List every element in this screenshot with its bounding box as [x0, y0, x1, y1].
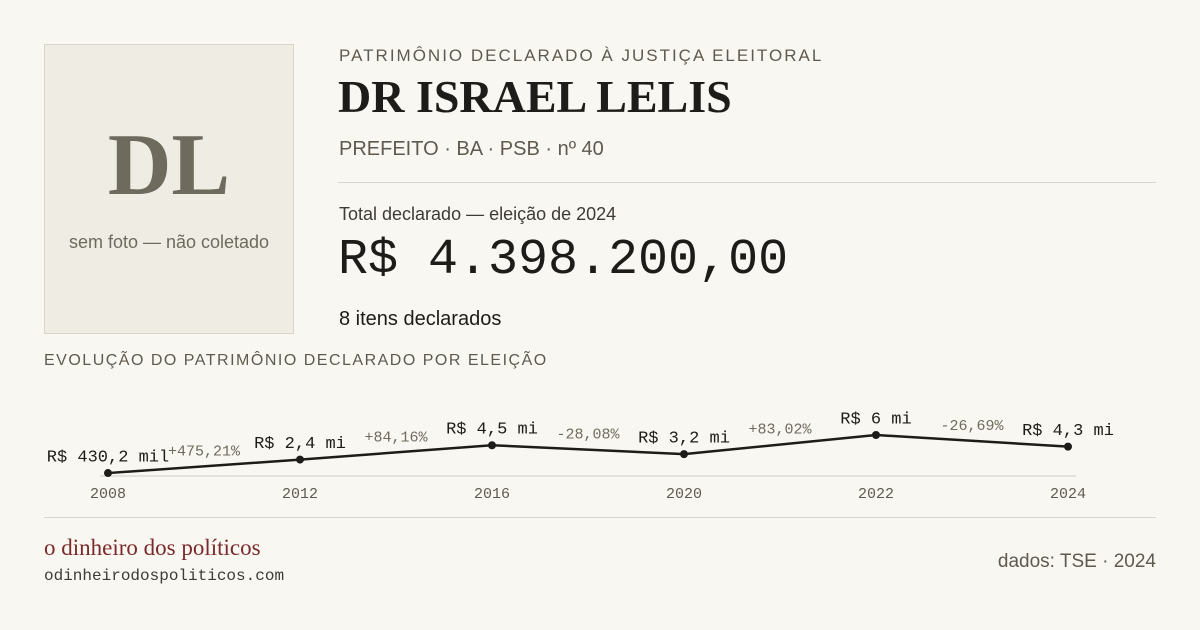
x-tick-label: 2012: [282, 486, 318, 503]
x-tick-label: 2020: [666, 486, 702, 503]
point: [488, 441, 496, 450]
chart-title: EVOLUÇÃO DO PATRIMÔNIO DECLARADO POR ELE…: [44, 352, 548, 369]
site-url: odinheirodospoliticos.com: [44, 567, 285, 585]
total-label: Total declarado — eleição de 2024: [339, 204, 617, 224]
x-tick-label: 2022: [858, 486, 894, 503]
divider: [44, 517, 1156, 518]
value-label: R$ 2,4 mi: [254, 435, 346, 454]
brand: o dinheiro dos políticos: [44, 535, 261, 560]
divider: [338, 182, 1156, 183]
point: [1064, 442, 1072, 451]
change-label: -26,69%: [940, 418, 1004, 435]
total-amount: R$ 4.398.200,00: [338, 232, 789, 289]
data-source: dados: TSE · 2024: [997, 551, 1156, 572]
candidate-details: PREFEITO · BA · PSB · nº 40: [339, 138, 604, 160]
change-label: -28,08%: [556, 427, 620, 444]
value-label: R$ 430,2 mil: [47, 449, 169, 468]
value-label: R$ 4,3 mi: [1022, 422, 1114, 441]
kicker: PATRIMÔNIO DECLARADO À JUSTIÇA ELEITORAL: [339, 46, 824, 65]
line: [107, 433, 1069, 475]
change-label: +83,02%: [748, 422, 812, 439]
value-label: R$ 4,5 mi: [446, 421, 538, 440]
point: [680, 450, 688, 459]
point: [104, 469, 112, 478]
chart: 2008 2012 2016 2020 2022 2024 +475,21% +84,16% -…: [47, 410, 1114, 503]
value-label: R$ 6 mi: [840, 410, 911, 429]
change-label: +84,16%: [364, 429, 428, 446]
x-tick-label: 2016: [474, 486, 510, 503]
initials: DL: [107, 117, 231, 214]
point: [872, 431, 880, 439]
change-label: +475,21%: [168, 443, 241, 460]
value-label: R$ 3,2 mi: [638, 430, 730, 449]
photo-caption: sem foto — não coletado: [68, 232, 270, 252]
candidate-name: DR ISRAEL LELIS: [338, 71, 732, 122]
items-count: 8 itens declarados: [339, 308, 502, 330]
point: [296, 455, 304, 464]
photo-placeholder: DL sem foto — não coletado: [44, 44, 294, 334]
x-tick-label: 2024: [1050, 486, 1086, 503]
x-tick-label: 2008: [90, 486, 126, 503]
